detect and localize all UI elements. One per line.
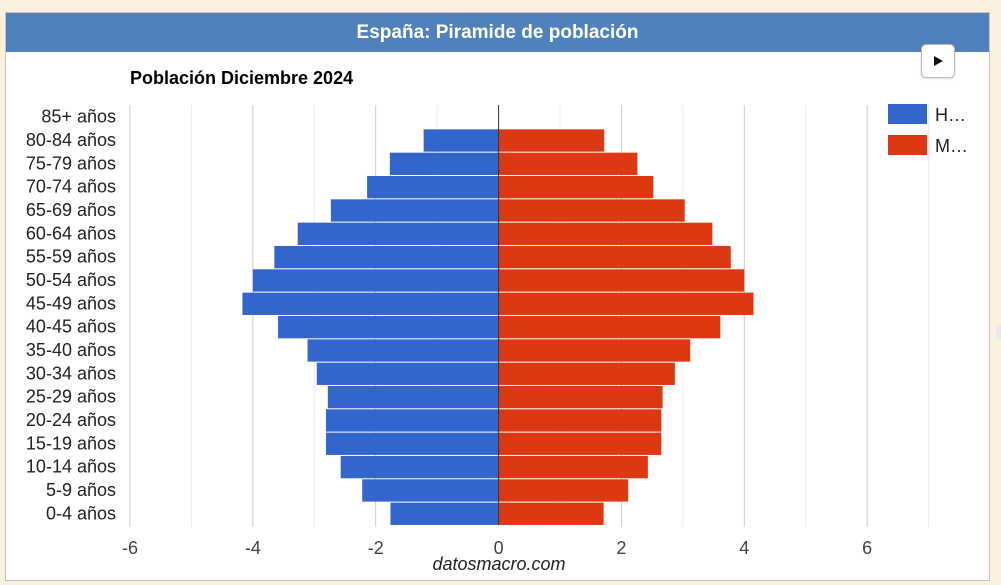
category-label: 25-29 años (26, 387, 116, 407)
category-label: 15-19 años (26, 433, 116, 453)
bar-hombres (389, 152, 499, 175)
bar-hombres (340, 455, 499, 479)
play-button[interactable] (921, 44, 955, 78)
category-label: 55-59 años (26, 247, 116, 267)
bar-hombres (252, 269, 499, 292)
bar-hombres (362, 479, 499, 502)
x-tick-label: 2 (616, 538, 626, 558)
bar-hombres (330, 199, 499, 222)
category-label: 5-9 años (46, 480, 116, 500)
category-label: 80-84 años (26, 130, 116, 150)
bar-mujeres (498, 292, 754, 315)
bar-mujeres (498, 315, 721, 339)
bar-hombres (325, 409, 499, 432)
category-label: 50-54 años (26, 270, 116, 290)
category-label: 40-45 años (26, 317, 116, 337)
x-tick-label: 6 (862, 538, 872, 558)
bar-mujeres (498, 175, 654, 199)
legend-swatch (888, 104, 927, 124)
legend-label: H… (935, 105, 966, 125)
category-label: 10-14 años (26, 457, 116, 477)
bar-mujeres (498, 269, 745, 292)
x-tick-label: -6 (122, 538, 138, 558)
bar-mujeres (498, 432, 662, 455)
bar-hombres (327, 385, 499, 409)
bar-mujeres (498, 385, 663, 409)
bar-mujeres (498, 129, 605, 152)
bar-hombres (325, 432, 499, 455)
category-label: 60-64 años (26, 223, 116, 243)
bar-hombres (423, 129, 499, 152)
category-label: 45-49 años (26, 293, 116, 313)
category-label: 85+ años (41, 107, 116, 127)
bar-hombres (307, 339, 499, 362)
bar-hombres (390, 502, 499, 525)
legend-swatch (888, 135, 927, 155)
bar-mujeres (498, 362, 675, 385)
bar-hombres (242, 292, 499, 315)
bar-mujeres (498, 502, 604, 525)
bar-mujeres (498, 222, 713, 245)
bar-mujeres (498, 339, 691, 362)
bar-hombres (278, 315, 499, 339)
category-label: 0-4 años (46, 503, 116, 523)
x-tick-label: -4 (245, 538, 261, 558)
bar-mujeres (498, 455, 648, 479)
x-tick-label: 4 (739, 538, 749, 558)
edge-scroll-marker (996, 325, 1001, 339)
bar-hombres (367, 175, 499, 199)
category-label: 75-79 años (26, 153, 116, 173)
category-label: 20-24 años (26, 410, 116, 430)
category-label: 65-69 años (26, 200, 116, 220)
bar-mujeres (498, 409, 662, 432)
bar-mujeres (498, 199, 685, 222)
category-label: 70-74 años (26, 177, 116, 197)
chart-title: Población Diciembre 2024 (130, 68, 353, 88)
bar-mujeres (498, 152, 638, 175)
x-tick-label: 0 (494, 538, 504, 558)
bar-hombres (297, 222, 499, 245)
page-title: España: Piramide de población (6, 13, 989, 52)
bar-hombres (274, 245, 499, 269)
source-label: datosmacro.com (432, 554, 565, 574)
bar-mujeres (498, 245, 731, 269)
category-label: 35-40 años (26, 340, 116, 360)
category-label: 30-34 años (26, 363, 116, 383)
play-icon (934, 56, 943, 66)
legend-label: M… (935, 136, 968, 156)
x-tick-label: -2 (368, 538, 384, 558)
bar-hombres (316, 362, 499, 385)
bar-mujeres (498, 479, 629, 502)
